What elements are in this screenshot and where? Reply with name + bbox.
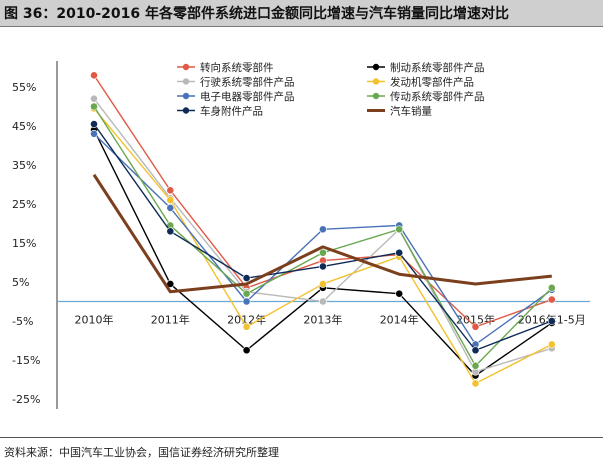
legend-label: 制动系统零部件产品: [390, 61, 485, 74]
series-point: [318, 225, 327, 234]
legend-swatch-marker: [372, 78, 380, 85]
series-point: [242, 274, 251, 282]
series-point: [395, 248, 404, 257]
y-tick-label: 45%: [12, 120, 36, 133]
series-point: [90, 94, 98, 103]
series-point: [395, 225, 404, 234]
y-tick-label: -15%: [12, 354, 40, 367]
series-point: [90, 129, 98, 138]
legend-label: 行驶系统零部件产品: [200, 76, 295, 89]
series-point: [318, 280, 327, 288]
y-tick-label: 5%: [12, 276, 29, 289]
series-point: [471, 361, 480, 370]
series-point: [90, 71, 98, 80]
legend-label: 电子电器零部件产品: [200, 90, 295, 103]
legend-swatch-marker: [182, 92, 190, 100]
series-point: [471, 346, 480, 355]
line-chart: 55% 45% 35% 25% 15% 5% -5% -15% -25% 2010年 2011年 20…: [12, 61, 590, 409]
series-point: [318, 262, 327, 271]
series-point: [166, 203, 175, 212]
series-point: [395, 289, 404, 298]
series-point: [547, 295, 556, 304]
legend-label: 汽车销量: [390, 105, 432, 118]
legend-swatch-marker: [182, 107, 190, 114]
figure-title-bar: 图 36：2010-2016 年各零部件系统进口金额同比增速与汽车销量同比增速对…: [0, 0, 603, 27]
series-point: [90, 120, 98, 128]
series-point: [242, 297, 251, 306]
series-point: [547, 340, 556, 349]
series-point: [242, 346, 251, 355]
series-point: [547, 283, 556, 292]
legend-label: 传动系统零部件产品: [390, 90, 485, 103]
legend-label: 车身附件产品: [200, 105, 263, 118]
legend-swatch-marker: [372, 92, 380, 100]
x-tick-label: 2010年: [75, 313, 114, 327]
legend-label: 发动机零部件产品: [390, 76, 474, 89]
series-point: [547, 317, 556, 325]
x-tick-label: 2014年: [380, 313, 419, 327]
series-line: [93, 106, 553, 367]
series-point: [471, 379, 480, 388]
series-point: [318, 297, 327, 306]
series-point: [166, 196, 175, 204]
figure-title: 图 36：2010-2016 年各零部件系统进口金额同比增速与汽车销量同比增速对…: [4, 6, 509, 22]
x-tick-label: 2011年: [151, 313, 190, 327]
y-tick-label: 15%: [12, 237, 36, 250]
series-line: [93, 98, 553, 373]
series-point: [166, 186, 175, 195]
series-point: [166, 227, 175, 236]
series-line: [92, 173, 552, 294]
y-tick-label: 55%: [12, 81, 36, 94]
x-tick-label: 2012年: [227, 313, 266, 327]
source-note: 资料来源：中国汽车工业协会，国信证券经济研究所整理: [4, 446, 279, 459]
series-point: [242, 322, 251, 331]
source-divider: [0, 437, 603, 438]
legend-swatch-marker: [372, 63, 380, 71]
legend-label: 转向系统零部件: [200, 61, 274, 74]
y-tick-label: -5%: [12, 315, 33, 328]
legend-swatch-marker: [182, 78, 190, 85]
series-point: [471, 322, 480, 331]
series-point: [318, 248, 327, 257]
series-point: [90, 102, 98, 111]
x-tick-label: 2013年: [303, 313, 342, 327]
y-tick-label: 35%: [12, 159, 36, 172]
series-point: [242, 289, 251, 298]
y-tick-label: 25%: [12, 198, 36, 211]
y-tick-label: -25%: [12, 393, 40, 406]
legend-swatch-marker: [182, 63, 190, 71]
